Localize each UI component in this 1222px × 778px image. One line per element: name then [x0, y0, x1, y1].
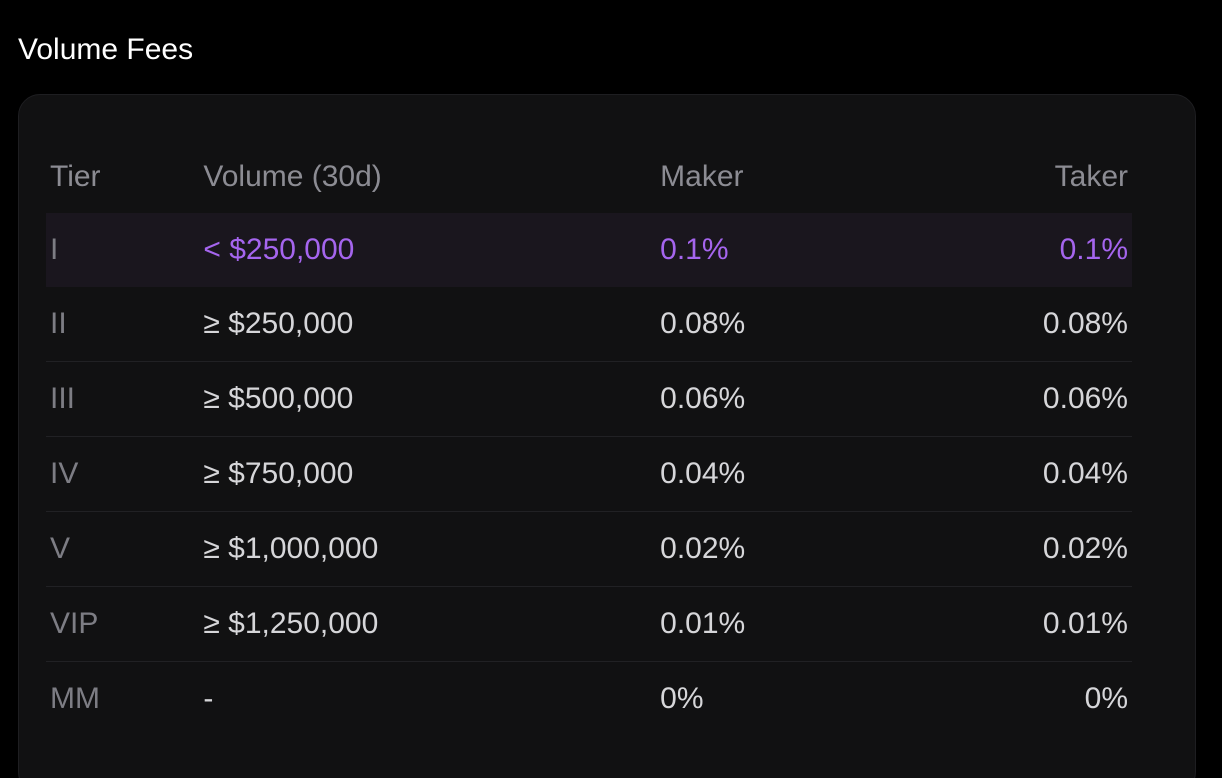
table-row: II ≥ $250,000 0.08% 0.08%	[46, 287, 1132, 362]
maker-fee-cell: 0%	[656, 661, 955, 736]
tier-cell: III	[46, 361, 200, 437]
volume-cell: -	[199, 661, 657, 736]
volume-cell: ≥ $500,000	[199, 361, 657, 437]
maker-fee-cell: 0.1%	[656, 213, 955, 287]
table-row: VIP ≥ $1,250,000 0.01% 0.01%	[46, 586, 1132, 662]
tier-cell: II	[50, 307, 67, 340]
taker-fee-cell: 0.01%	[954, 586, 1132, 662]
taker-fee-cell: 0.02%	[954, 511, 1132, 587]
volume-cell: ≥ $250,000	[203, 307, 354, 340]
maker-column-header: Maker	[660, 159, 744, 193]
taker-fee-cell: 0.08%	[1042, 307, 1128, 340]
maker-fee-cell: 0.04%	[656, 436, 955, 512]
table-row-current-tier: I < $250,000 0.1% 0.1%	[46, 213, 1132, 287]
taker-fee-cell: 0.04%	[954, 436, 1132, 512]
tier-cell: V	[46, 511, 200, 587]
taker-fee-cell: 0.1%	[954, 213, 1132, 287]
table-header-row: Tier Volume (30d) Maker Taker	[46, 140, 1132, 213]
volume-cell: ≥ $1,250,000	[199, 586, 657, 662]
volume-cell: ≥ $750,000	[199, 436, 657, 512]
table-row: MM - 0% 0%	[46, 661, 1132, 736]
tier-cell: IV	[46, 436, 200, 512]
volume-fees-table: Tier Volume (30d) Maker Taker I < $250,0…	[46, 140, 1132, 736]
table-row: V ≥ $1,000,000 0.02% 0.02%	[46, 511, 1132, 587]
volume-cell: < $250,000	[199, 213, 657, 287]
section-title: Volume Fees	[18, 33, 194, 66]
table-row: IV ≥ $750,000 0.04% 0.04%	[46, 436, 1132, 512]
taker-fee-cell: 0.06%	[954, 361, 1132, 437]
maker-fee-cell: 0.01%	[656, 586, 955, 662]
tier-cell: I	[46, 213, 200, 287]
maker-fee-cell: 0.06%	[656, 361, 955, 437]
maker-fee-cell: 0.08%	[660, 307, 746, 340]
table-row: III ≥ $500,000 0.06% 0.06%	[46, 361, 1132, 437]
tier-column-header: Tier	[50, 159, 101, 193]
volume-cell: ≥ $1,000,000	[199, 511, 657, 587]
volume-column-header: Volume (30d)	[203, 159, 382, 193]
taker-column-header: Taker	[1054, 159, 1128, 193]
taker-fee-cell: 0%	[954, 661, 1132, 736]
tier-cell: VIP	[46, 586, 200, 662]
tier-cell: MM	[46, 661, 200, 736]
maker-fee-cell: 0.02%	[656, 511, 955, 587]
